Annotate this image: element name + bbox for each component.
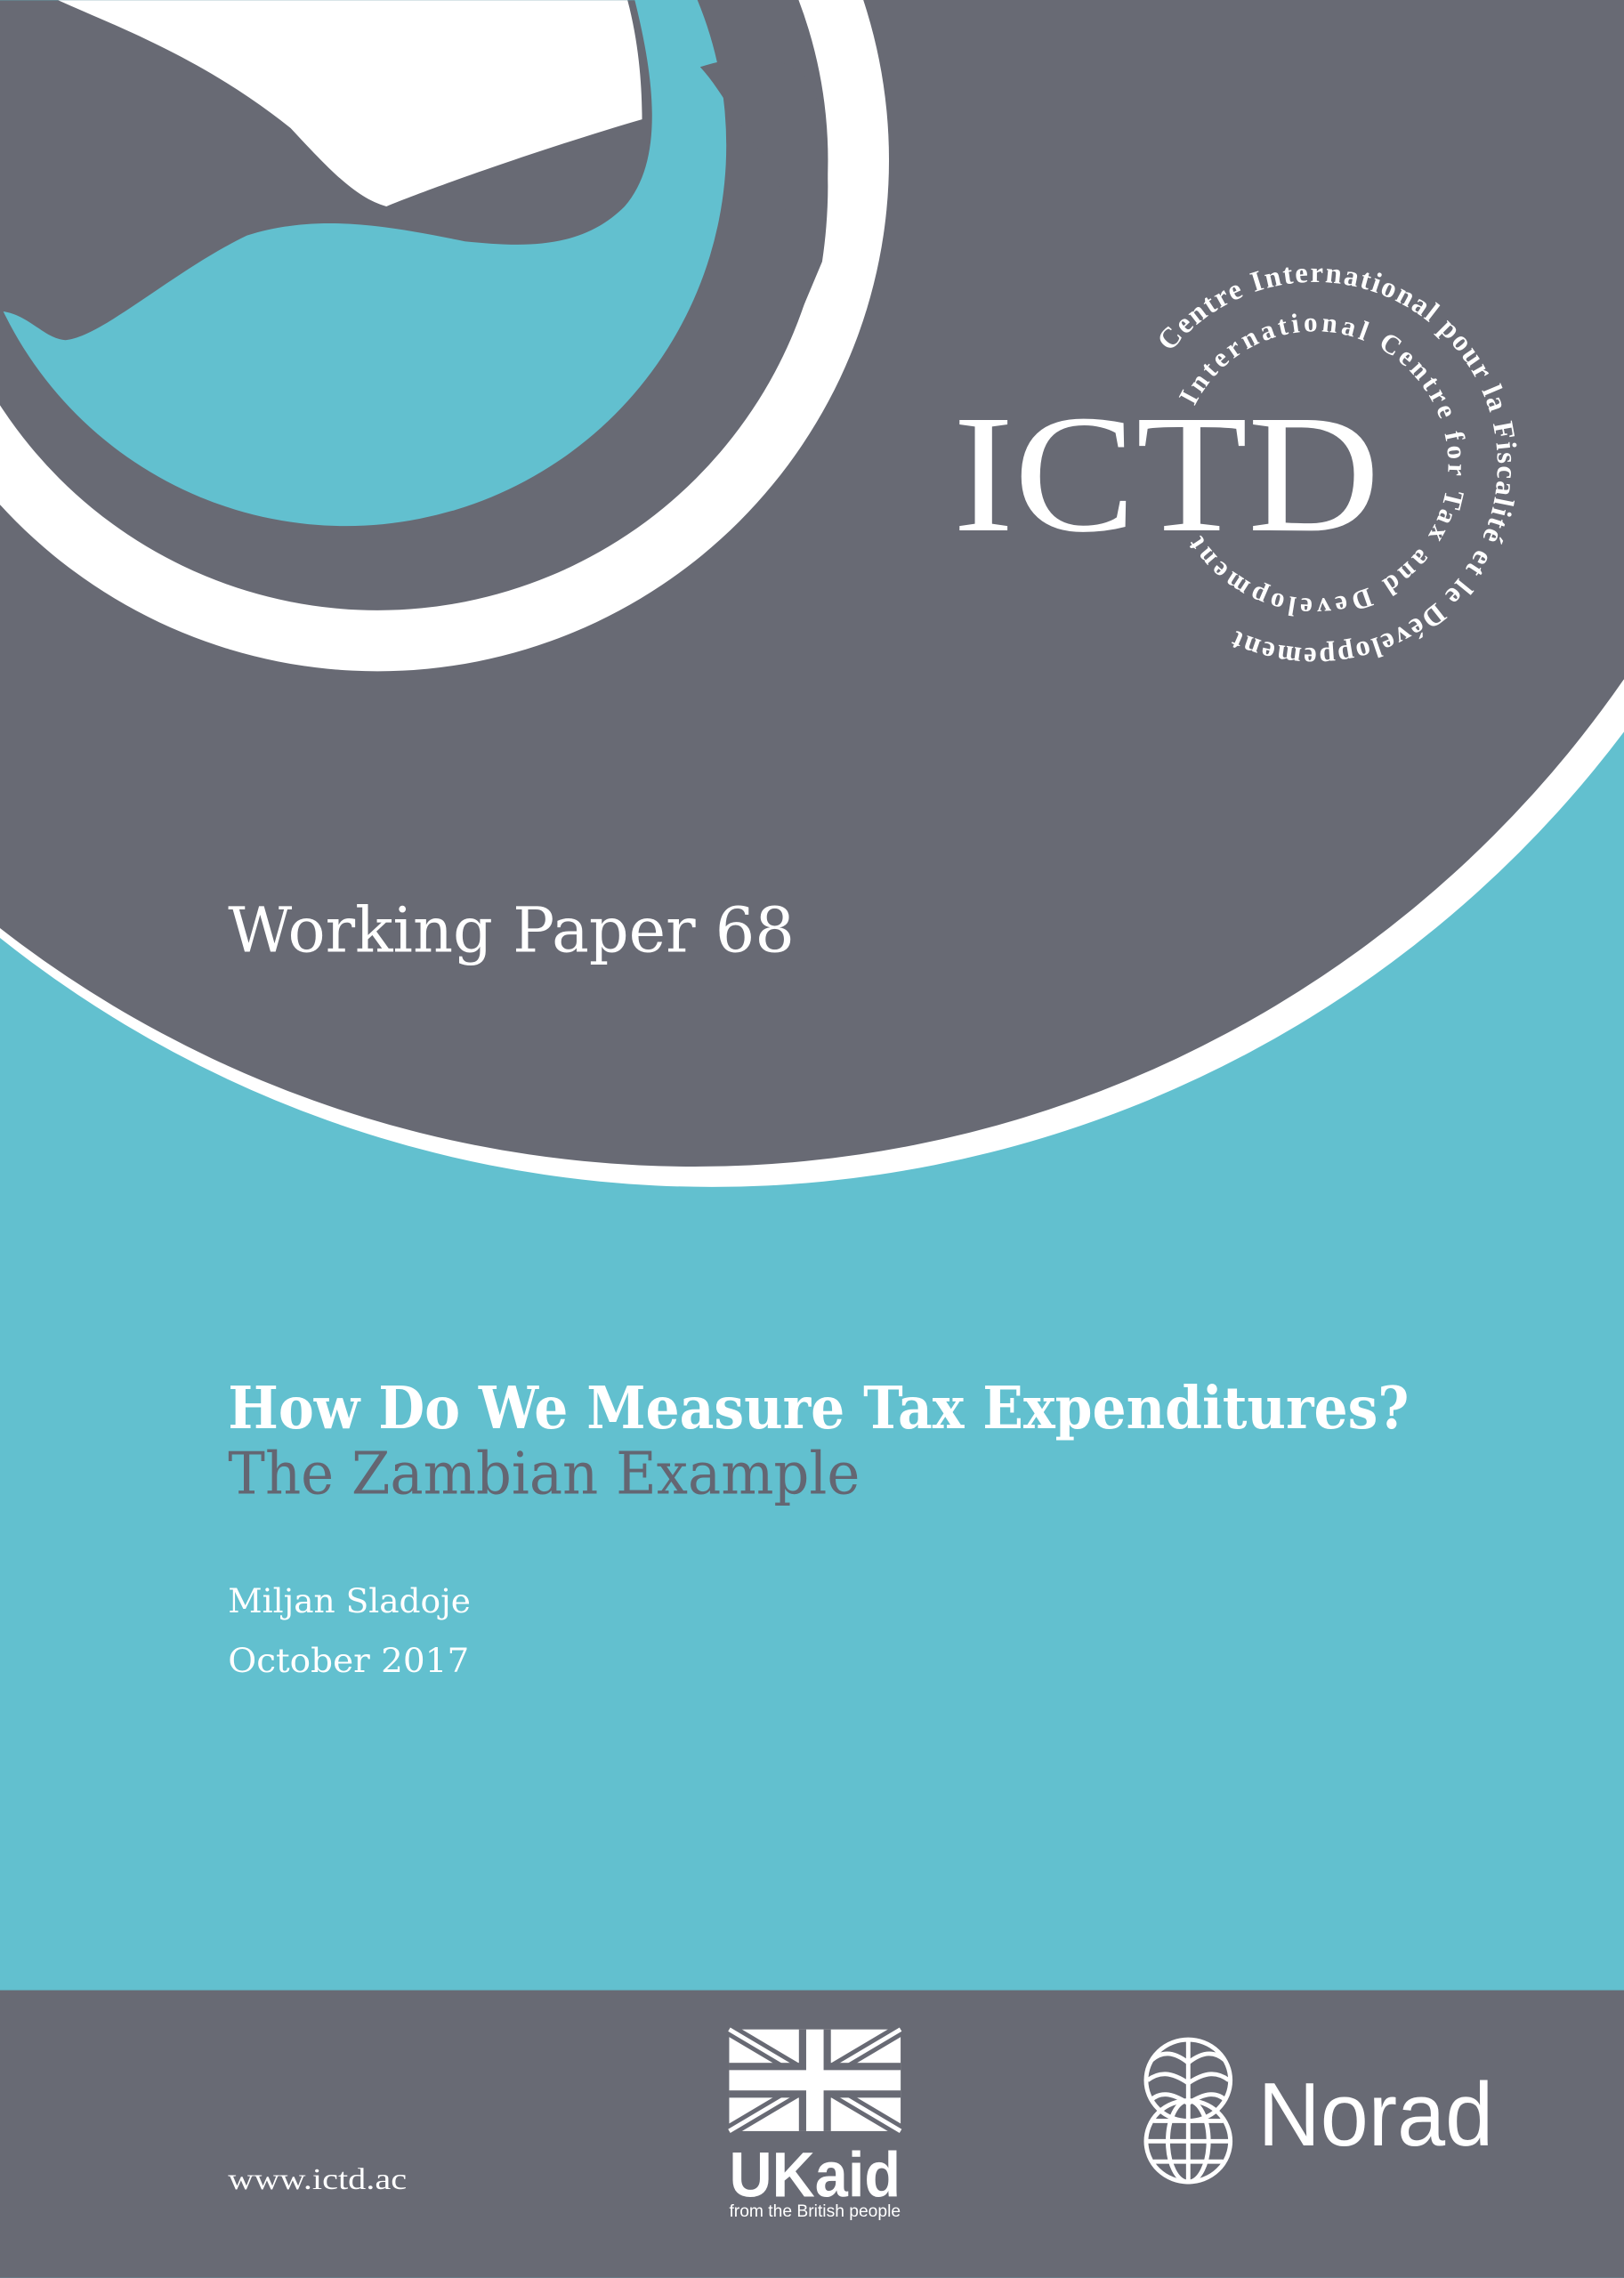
paper-title: How Do We Measure Tax Expenditures? — [228, 1375, 1409, 1442]
author: Miljan Sladoje — [228, 1581, 471, 1620]
norad-globe-icon — [1143, 2037, 1233, 2185]
norad-logo: Norad — [1143, 2037, 1493, 2185]
website-link[interactable]: www.ictd.ac — [228, 2162, 407, 2196]
publication-date: October 2017 — [228, 1641, 469, 1680]
ukaid-logo: UKaid from the British people — [725, 2024, 904, 2221]
series-label: Working Paper 68 — [228, 893, 795, 966]
paper-subtitle: The Zambian Example — [228, 1440, 860, 1507]
union-jack-icon — [725, 2024, 904, 2137]
ukaid-wordmark: UKaid — [729, 2139, 901, 2210]
ictd-acronym: ICTD — [953, 380, 1380, 567]
decorative-swirl — [0, 0, 889, 672]
ukaid-tagline: from the British people — [729, 2201, 901, 2221]
norad-wordmark: Norad — [1258, 2064, 1493, 2165]
